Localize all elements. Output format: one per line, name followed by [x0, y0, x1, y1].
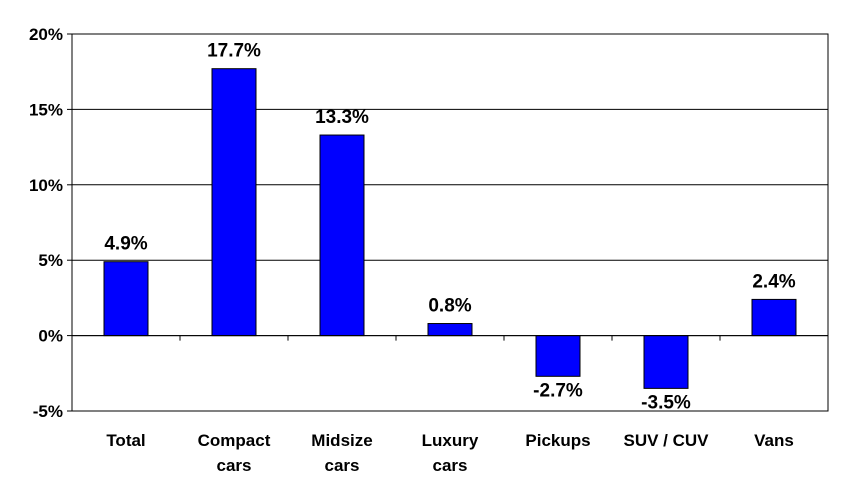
- y-tick-label: 10%: [29, 176, 63, 195]
- y-tick-label: -5%: [33, 402, 63, 421]
- bar: [103, 261, 149, 337]
- x-axis-ticks: Total Compact cars Midsize cars Luxury cars Pic…: [106, 431, 794, 475]
- data-label: 4.9%: [104, 234, 147, 255]
- x-tick-label: Total: [106, 431, 145, 450]
- bar: [211, 68, 257, 337]
- y-tick-label: 5%: [38, 251, 63, 270]
- x-tick-label: Vans: [754, 431, 794, 450]
- data-label: 17.7%: [207, 41, 261, 62]
- bar: [643, 335, 689, 389]
- bar: [751, 298, 797, 337]
- y-tick-label: 0%: [38, 327, 63, 346]
- bar: [319, 134, 365, 337]
- data-label: 13.3%: [315, 107, 369, 128]
- y-tick-label: 15%: [29, 100, 63, 119]
- data-label: 2.4%: [752, 271, 795, 292]
- x-tick-label: Compact cars: [198, 431, 271, 475]
- data-label: -2.7%: [533, 380, 583, 401]
- x-tick-label: Luxury cars: [422, 431, 479, 475]
- axes: [71, 335, 829, 341]
- x-tick-label: Midsize cars: [311, 431, 372, 475]
- data-labels: 4.9% 17.7% 13.3% 0.8% -2.7% -3.5% 2.4%: [104, 41, 795, 414]
- plot-area: [71, 33, 829, 412]
- x-tick-label: Pickups: [525, 431, 590, 450]
- x-tick-label: SUV / CUV: [623, 431, 709, 450]
- y-axis-ticks: 20% 15% 10% 5% 0% -5%: [29, 25, 72, 421]
- data-label: -3.5%: [641, 392, 691, 413]
- data-label: 0.8%: [428, 296, 471, 317]
- bar: [427, 323, 473, 337]
- bars: [103, 68, 797, 389]
- y-tick-label: 20%: [29, 25, 63, 44]
- bar: [535, 335, 581, 377]
